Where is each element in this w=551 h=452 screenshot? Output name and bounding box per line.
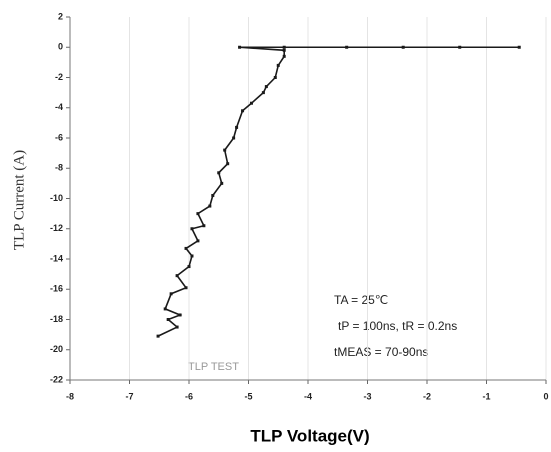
data-point <box>232 136 236 140</box>
data-point <box>517 45 521 49</box>
data-point <box>187 265 191 269</box>
x-tick-label: -7 <box>125 391 133 401</box>
data-point <box>196 212 200 216</box>
data-point <box>163 307 167 311</box>
data-point <box>169 292 173 296</box>
y-axis-label: TLP Current (A) <box>11 150 27 250</box>
y-tick-label: -6 <box>55 132 63 142</box>
data-point <box>282 45 286 49</box>
data-point <box>235 125 239 129</box>
data-point <box>226 162 230 166</box>
y-tick-label: -2 <box>55 72 63 82</box>
data-point <box>282 48 286 52</box>
data-point <box>217 171 221 175</box>
data-point <box>458 45 462 49</box>
data-point <box>156 334 160 338</box>
data-point <box>261 91 265 95</box>
annotation: TA = 25℃ <box>334 293 388 307</box>
y-tick-label: -18 <box>50 314 63 324</box>
y-tick-label: -12 <box>50 223 63 233</box>
data-point <box>401 45 405 49</box>
x-tick-label: -5 <box>244 391 252 401</box>
data-point <box>220 181 224 185</box>
x-tick-label: 0 <box>543 391 548 401</box>
x-tick-label: -6 <box>185 391 193 401</box>
x-tick-label: -2 <box>423 391 431 401</box>
x-axis-label: TLP Voltage(V) <box>250 426 369 445</box>
y-tick-label: 0 <box>58 42 63 52</box>
data-point <box>276 63 280 67</box>
y-tick-label: -14 <box>50 253 63 263</box>
data-point <box>202 224 206 228</box>
annotation: tP = 100ns, tR = 0.2ns <box>338 319 457 333</box>
data-point <box>223 148 227 152</box>
annotation: TLP TEST <box>188 361 239 373</box>
data-point <box>196 239 200 243</box>
y-tick-label: -16 <box>50 284 63 294</box>
y-tick-label: -4 <box>55 102 63 112</box>
data-point <box>175 274 179 278</box>
y-tick-label: -8 <box>55 163 63 173</box>
x-tick-label: -3 <box>363 391 371 401</box>
data-point <box>190 254 194 258</box>
y-tick-label: -22 <box>50 374 63 384</box>
y-tick-label: -20 <box>50 344 63 354</box>
data-point <box>184 286 188 290</box>
data-point <box>178 313 182 317</box>
data-point <box>345 45 349 49</box>
data-point <box>238 45 242 49</box>
data-point <box>166 318 170 321</box>
data-point <box>273 76 277 79</box>
data-point <box>208 204 212 208</box>
data-point <box>282 54 286 58</box>
data-point <box>175 325 179 329</box>
data-point <box>190 227 194 231</box>
data-point <box>184 246 188 250</box>
x-tick-label: -1 <box>482 391 490 401</box>
data-point <box>264 85 268 89</box>
x-tick-label: -4 <box>304 391 312 401</box>
data-point <box>249 101 253 105</box>
data-point <box>241 109 245 113</box>
y-tick-label: 2 <box>58 11 63 21</box>
annotation: tMEAS = 70-90ns <box>334 345 428 359</box>
data-point <box>211 193 215 197</box>
y-tick-label: -10 <box>50 193 63 203</box>
x-tick-label: -8 <box>66 391 74 401</box>
